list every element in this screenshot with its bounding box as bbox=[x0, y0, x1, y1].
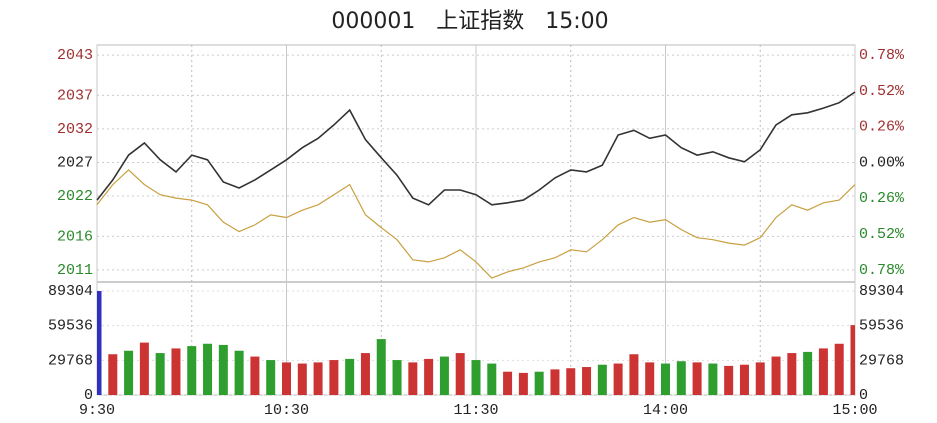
volume-bar bbox=[439, 356, 449, 395]
volume-bar bbox=[834, 343, 844, 395]
y-tick-label-right: 89304 bbox=[859, 283, 904, 300]
y-tick-label: 2027 bbox=[57, 154, 93, 171]
volume-bar bbox=[218, 344, 228, 395]
volume-bar bbox=[392, 360, 402, 395]
volume-bar bbox=[313, 362, 323, 395]
x-tick-label: 14:00 bbox=[643, 402, 688, 419]
price-line bbox=[96, 91, 856, 206]
volume-bar bbox=[708, 363, 718, 395]
volume-bar bbox=[787, 353, 797, 395]
volume-bar bbox=[803, 351, 813, 395]
volume-bar bbox=[124, 350, 134, 395]
volume-bar bbox=[597, 364, 607, 395]
volume-bar bbox=[360, 353, 370, 395]
y2-tick-label: 0.78% bbox=[859, 47, 905, 64]
volume-bar bbox=[139, 342, 149, 395]
volume-bar bbox=[424, 358, 434, 395]
volume-bar bbox=[550, 369, 560, 395]
volume-bar bbox=[518, 372, 528, 395]
volume-bar bbox=[345, 358, 355, 395]
price-line bbox=[96, 169, 856, 279]
volume-bar bbox=[724, 365, 734, 395]
y-tick-label-right: 29768 bbox=[859, 352, 904, 369]
volume-bar bbox=[534, 371, 544, 395]
volume-bar bbox=[582, 367, 592, 395]
volume-bar bbox=[692, 362, 702, 395]
volume-bar bbox=[645, 362, 655, 395]
y2-tick-label: 0.26% bbox=[859, 119, 905, 136]
volume-bar bbox=[566, 368, 576, 395]
volume-bar bbox=[850, 325, 855, 395]
volume-bar bbox=[282, 362, 291, 395]
volume-bar bbox=[755, 362, 765, 395]
y2-tick-label: 0.52% bbox=[859, 83, 905, 100]
x-tick-label: 10:30 bbox=[264, 402, 309, 419]
volume-bar bbox=[171, 348, 181, 395]
volume-bar bbox=[503, 371, 513, 395]
volume-bar bbox=[187, 346, 197, 395]
y-tick-label: 29768 bbox=[48, 352, 93, 369]
volume-bar bbox=[329, 360, 339, 395]
y-tick-label-right: 0 bbox=[859, 387, 868, 404]
volume-bar bbox=[471, 360, 481, 395]
x-tick-label: 11:30 bbox=[453, 402, 498, 419]
volume-bar bbox=[676, 361, 686, 395]
volume-bar bbox=[234, 350, 244, 395]
volume-bar bbox=[487, 363, 497, 395]
y-tick-label: 2043 bbox=[57, 47, 93, 64]
volume-bar bbox=[297, 363, 307, 395]
volume-bar bbox=[739, 364, 749, 395]
y2-tick-label: 0.26% bbox=[859, 190, 905, 207]
y-tick-label: 2016 bbox=[57, 228, 93, 245]
volume-bar bbox=[266, 360, 276, 395]
volume-bar bbox=[613, 363, 623, 395]
y-tick-label-right: 59536 bbox=[859, 318, 904, 335]
x-tick-label: 9:30 bbox=[79, 402, 115, 419]
x-tick-label: 15:00 bbox=[832, 402, 877, 419]
y-tick-label: 89304 bbox=[48, 283, 93, 300]
y-tick-label: 2011 bbox=[57, 262, 93, 279]
volume-bar bbox=[155, 353, 165, 395]
volume-bar bbox=[203, 343, 213, 395]
volume-bar bbox=[818, 348, 828, 395]
y-tick-label: 2032 bbox=[57, 121, 93, 138]
y-tick-label: 0 bbox=[84, 387, 93, 404]
volume-bar bbox=[455, 353, 465, 395]
volume-bar bbox=[250, 356, 260, 395]
y2-tick-label: 0.52% bbox=[859, 226, 905, 243]
volume-bar bbox=[771, 356, 781, 395]
volume-bar bbox=[661, 363, 670, 395]
volume-bar bbox=[408, 362, 418, 395]
chart-title: 000001 上证指数 15:00 bbox=[331, 9, 608, 34]
y2-tick-label: 0.00% bbox=[859, 154, 905, 171]
y-tick-label: 2022 bbox=[57, 188, 93, 205]
volume-bar bbox=[97, 291, 102, 395]
y2-tick-label: 0.78% bbox=[859, 262, 905, 279]
volume-bar bbox=[376, 339, 386, 395]
y-tick-label: 2037 bbox=[57, 87, 93, 104]
volume-bar bbox=[108, 354, 118, 395]
y-tick-label: 59536 bbox=[48, 318, 93, 335]
volume-bar bbox=[629, 354, 639, 395]
